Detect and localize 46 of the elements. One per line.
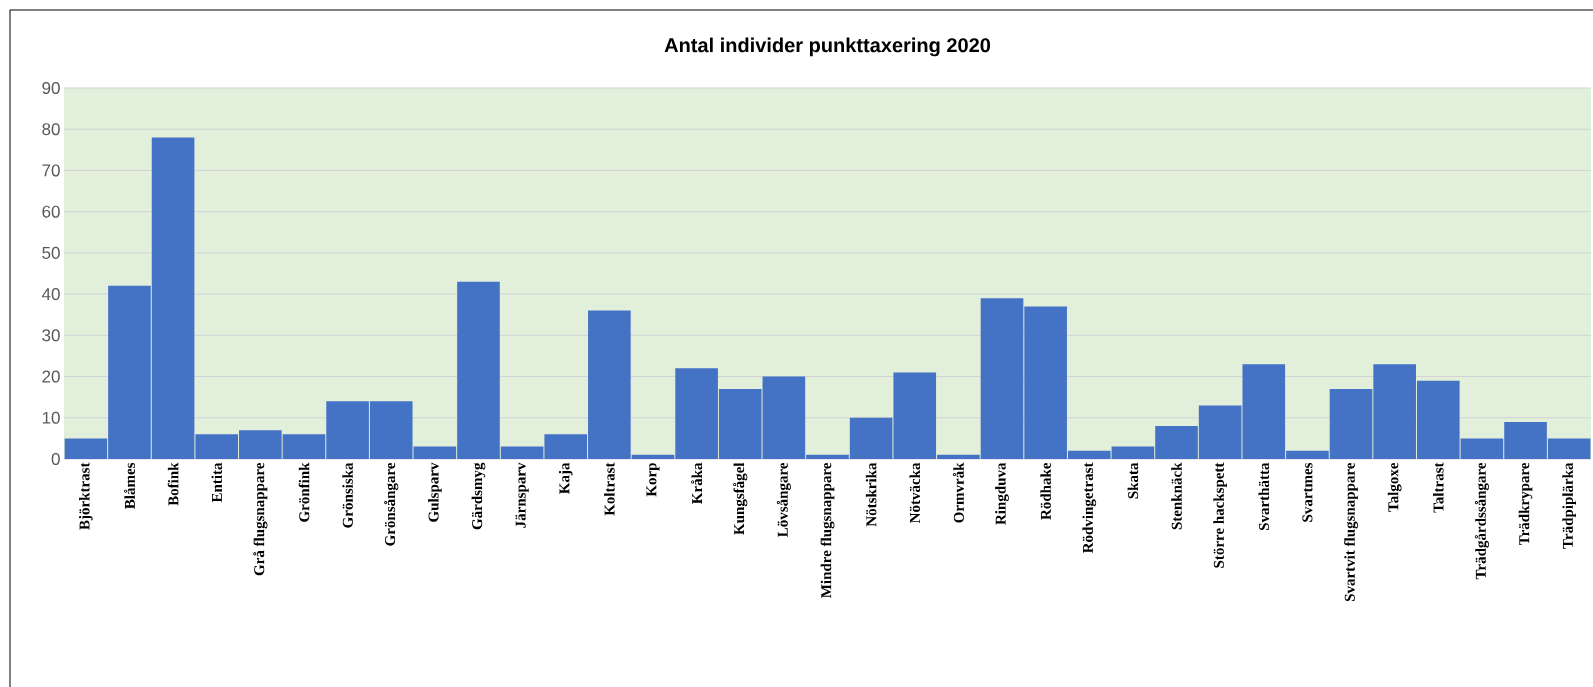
x-tick-label: Svarthätta [1258,462,1270,531]
x-tick-label: Grönfink [298,462,310,522]
x-tick-label: Kråka [691,462,703,504]
x-tick-label: Gärdsmyg [471,462,486,530]
x-tick-label: Gulsparv [428,462,442,522]
y-tick-label: 40 [41,288,60,301]
x-tick-label: Grå flugsnappare [253,462,268,576]
x-tick-label: Kaja [558,462,573,494]
y-tick-label: 70 [42,164,60,177]
x-tick-label: Blåmes [123,462,135,509]
x-tick-label: Ringduva [995,462,1009,525]
x-tick-label: Järnsparv [515,462,529,528]
x-tick-label: Grönsångare [384,462,399,546]
y-tick-label: 10 [42,411,60,424]
x-tick-label: Mindre flugsnappare [820,462,835,598]
x-tick-label: Koltrast [604,462,615,516]
x-tick-label: Skata [1127,462,1139,499]
x-tick-label: Rödvingetrast [1082,462,1097,554]
x-tick-label: Bofink [167,462,179,506]
x-tick-label: Trädkrypare [1518,462,1533,546]
y-tick-label: 90 [42,81,60,95]
y-tick-label: 50 [42,246,60,259]
y-tick-label: 20 [42,370,60,383]
x-tick-label: Rödhake [1040,462,1051,520]
x-tick-label: Svartvit flugsnappare [1344,462,1358,602]
x-tick-label: Korp [646,463,660,497]
y-tick-label: 30 [42,329,60,342]
x-tick-label: Svartmes [1302,462,1313,522]
x-tick-label: Nötskrika [865,462,877,527]
x-tick-label: Ormvråk [952,462,964,523]
chart-title: Antal individer punkttaxering 2020 [664,37,991,57]
y-tick-label: 60 [42,205,60,218]
x-tick-label: Talgoxe [1387,462,1402,512]
x-tick-label: Trädgårdssångare [1474,462,1489,580]
x-tick-label: Björktrast [79,462,93,530]
x-tick-label: Entita [211,462,222,503]
x-tick-label: Trädpiplärka [1562,462,1576,549]
x-tick-label: Lövsångare [776,462,791,537]
x-tick-label: Grönsiska [342,462,353,528]
x-tick-label: Nötväcka [909,462,921,524]
x-tick-label: Stenknäck [1171,462,1182,530]
x-tick-label: Större hackspett [1213,462,1227,568]
y-tick-label: 0 [51,452,60,466]
y-tick-label: 80 [42,123,60,136]
x-tick-label: Taltrast [1433,462,1444,513]
x-tick-label: Kungsfågel [733,462,748,535]
